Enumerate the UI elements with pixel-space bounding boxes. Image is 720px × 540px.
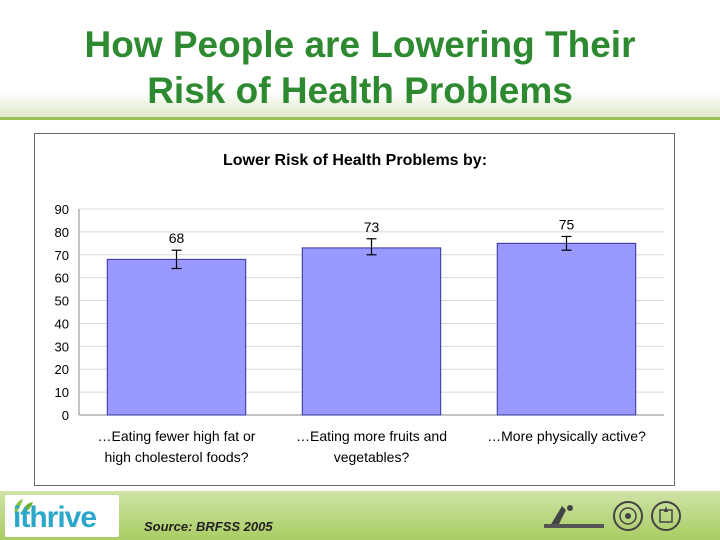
seal-icon-2 <box>651 501 681 531</box>
data-label: 68 <box>169 230 185 246</box>
bar <box>301 247 442 416</box>
x-category-label: …Eating fewer high fat or <box>98 428 256 444</box>
x-category-label: …More physically active? <box>487 428 646 444</box>
bar <box>106 258 247 416</box>
chart-title: Lower Risk of Health Problems by: <box>223 152 487 169</box>
slide-header: How People are Lowering Their Risk of He… <box>0 0 720 120</box>
x-category-label: high cholesterol foods? <box>105 449 249 465</box>
data-label: 73 <box>364 219 380 235</box>
y-axis-ticks: 0 10 20 30 40 50 60 70 80 90 <box>55 202 69 423</box>
y-tick-label: 10 <box>55 385 69 400</box>
slide-title-line2: Risk of Health Problems <box>147 70 573 111</box>
slide-title-line1: How People are Lowering Their <box>84 24 636 65</box>
seal-icon-1 <box>613 501 643 531</box>
y-tick-label: 90 <box>55 202 69 217</box>
bar-chart: Lower Risk of Health Problems by: 0 10 20 3… <box>55 152 664 465</box>
error-bars <box>171 235 572 270</box>
y-tick-label: 0 <box>62 408 69 423</box>
y-tick-label: 30 <box>55 339 69 354</box>
leaf-icon <box>14 499 33 515</box>
data-labels: 68 73 75 <box>169 216 575 246</box>
source-label: Source: BRFSS 2005 <box>144 519 273 534</box>
x-category-label: vegetables? <box>334 449 410 465</box>
chart-frame: Lower Risk of Health Problems by: 0 10 20 3… <box>34 133 675 486</box>
y-tick-label: 80 <box>55 225 69 240</box>
bars <box>106 242 637 416</box>
y-tick-label: 20 <box>55 362 69 377</box>
x-category-label: …Eating more fruits and <box>296 428 447 444</box>
y-tick-label: 70 <box>55 248 69 263</box>
x-axis-categories: …Eating fewer high fat or high cholestero… <box>98 428 647 465</box>
ithrive-logo: ithrive <box>5 495 119 537</box>
footer-bar: ithrive Source: BRFSS 2005 <box>0 491 720 540</box>
y-tick-label: 50 <box>55 294 69 309</box>
y-tick-label: 60 <box>55 271 69 286</box>
bar <box>496 242 637 416</box>
logo-text: ithrive <box>13 501 97 534</box>
steps-logo-icon <box>544 505 604 528</box>
y-tick-label: 40 <box>55 316 69 331</box>
data-label: 75 <box>559 216 575 232</box>
slide-title: How People are Lowering Their Risk of He… <box>0 0 720 114</box>
